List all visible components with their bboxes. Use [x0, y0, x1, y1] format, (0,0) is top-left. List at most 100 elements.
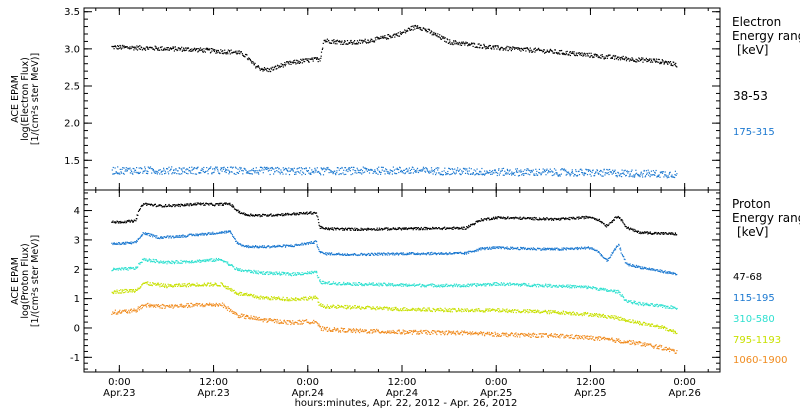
data-point [418, 253, 419, 254]
data-point [233, 167, 234, 168]
data-point [256, 167, 257, 168]
data-point [591, 55, 592, 56]
data-point [493, 246, 494, 247]
data-point [157, 173, 158, 174]
data-point [615, 249, 616, 250]
data-point [185, 205, 186, 206]
data-point [460, 228, 461, 229]
data-point [240, 268, 241, 269]
data-point [290, 64, 291, 65]
data-point [127, 170, 128, 171]
data-point [580, 169, 581, 170]
data-point [365, 39, 366, 40]
data-point [468, 174, 469, 175]
data-point [275, 274, 276, 275]
data-point [475, 170, 476, 171]
data-point [599, 290, 600, 291]
data-point [452, 286, 453, 287]
data-point [629, 176, 630, 177]
data-point [539, 248, 540, 249]
data-point [632, 229, 633, 230]
data-point [134, 171, 135, 172]
data-point [489, 219, 490, 220]
data-point [293, 62, 294, 63]
data-point [511, 174, 512, 175]
data-point [486, 46, 487, 47]
data-point [604, 290, 605, 291]
data-point [361, 40, 362, 41]
data-point [152, 236, 153, 237]
data-point [370, 255, 371, 256]
data-point [544, 49, 545, 50]
data-point [222, 50, 223, 51]
data-point [500, 49, 501, 50]
data-point [450, 169, 451, 170]
data-point [258, 65, 259, 66]
data-point [267, 68, 268, 69]
data-point [160, 169, 161, 170]
data-point [502, 218, 503, 219]
data-point [465, 286, 466, 287]
data-point [461, 45, 462, 46]
data-point [384, 171, 385, 172]
data-point [560, 176, 561, 177]
data-point [636, 61, 637, 62]
data-point [147, 47, 148, 48]
data-point [597, 170, 598, 171]
data-point [587, 174, 588, 175]
data-point [453, 229, 454, 230]
data-point [182, 236, 183, 237]
data-point [614, 290, 615, 291]
data-point [261, 273, 262, 274]
data-point [463, 229, 464, 230]
data-point [337, 254, 338, 255]
data-point [287, 272, 288, 273]
data-point [346, 255, 347, 256]
data-point [387, 230, 388, 231]
data-point [536, 217, 537, 218]
data-point [293, 272, 294, 273]
data-point [648, 175, 649, 176]
data-point [529, 174, 530, 175]
data-point [523, 50, 524, 51]
data-point [181, 168, 182, 169]
data-point [439, 172, 440, 173]
data-point [601, 254, 602, 255]
data-point [259, 68, 260, 69]
data-point [173, 262, 174, 263]
data-point [676, 175, 677, 176]
series-115-195 [111, 230, 677, 275]
data-point [643, 232, 644, 233]
data-point [585, 218, 586, 219]
data-point [383, 229, 384, 230]
data-point [127, 46, 128, 47]
data-point [598, 56, 599, 57]
data-point [590, 171, 591, 172]
data-point [392, 229, 393, 230]
data-point [369, 282, 370, 283]
data-point [564, 169, 565, 170]
data-point [342, 284, 343, 285]
data-point [237, 53, 238, 54]
data-point [165, 171, 166, 172]
data-point [124, 174, 125, 175]
data-point [125, 243, 126, 244]
data-point [148, 49, 149, 50]
data-point [495, 46, 496, 47]
data-point [126, 167, 127, 168]
data-point [667, 273, 668, 274]
data-point [211, 48, 212, 49]
data-point [129, 220, 130, 221]
data-point [122, 243, 123, 244]
data-point [443, 37, 444, 38]
data-point [511, 172, 512, 173]
data-point [446, 41, 447, 42]
data-point [520, 171, 521, 172]
data-point [278, 171, 279, 172]
data-point [626, 226, 627, 227]
data-point [382, 36, 383, 37]
data-point [359, 40, 360, 41]
data-point [162, 171, 163, 172]
data-point [187, 173, 188, 174]
data-point [146, 173, 147, 174]
